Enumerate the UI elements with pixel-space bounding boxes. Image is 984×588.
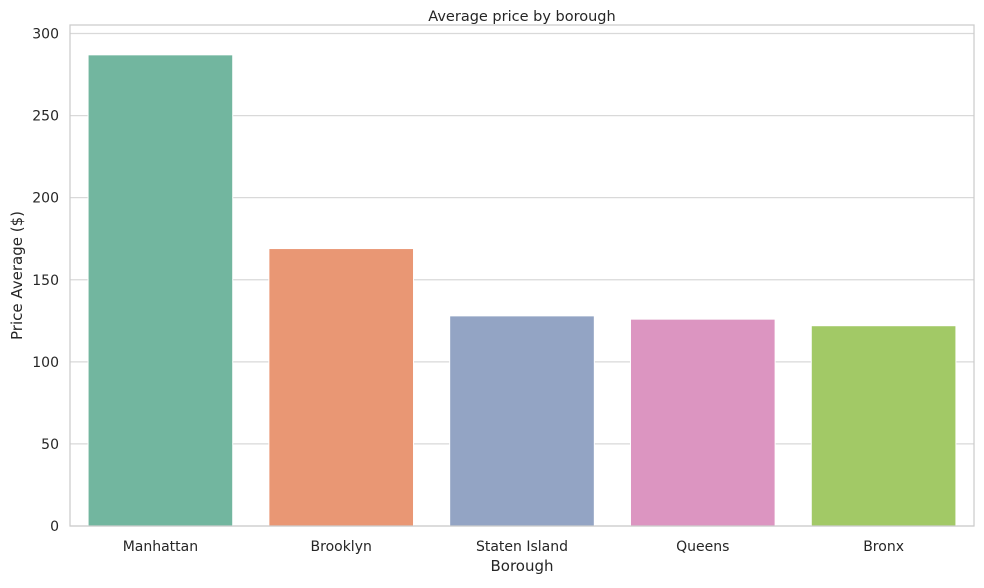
- bar-bronx: [810, 325, 957, 527]
- y-tick-label: 100: [32, 355, 59, 371]
- y-tick-label: 0: [50, 519, 59, 535]
- x-tick-label: Queens: [676, 539, 729, 555]
- y-tick-label: 300: [32, 27, 59, 43]
- bar-brooklyn: [268, 248, 415, 527]
- x-tick-label: Bronx: [863, 539, 904, 555]
- x-tick-labels: Manhattan Brooklyn Staten Island Queens Bron…: [123, 539, 904, 555]
- y-tick-labels: 0 50 100 150 200 250 300: [32, 27, 59, 536]
- plot-frame: [69, 24, 975, 527]
- y-tick-label: 250: [32, 109, 59, 125]
- y-tick-label: 200: [32, 191, 59, 207]
- bar-manhattan: [87, 54, 234, 527]
- bar-queens: [629, 318, 776, 527]
- x-tick-label: Brooklyn: [311, 539, 372, 555]
- bar-staten-island: [449, 315, 595, 527]
- x-tick-label: Manhattan: [123, 539, 198, 555]
- x-tick-label: Staten Island: [476, 539, 568, 555]
- y-tick-label: 50: [41, 437, 59, 453]
- y-tick-label: 150: [32, 273, 59, 289]
- y-axis-label: Price Average ($): [8, 211, 26, 340]
- chart-title: Average price by borough: [428, 9, 615, 25]
- x-axis-label: Borough: [490, 557, 553, 575]
